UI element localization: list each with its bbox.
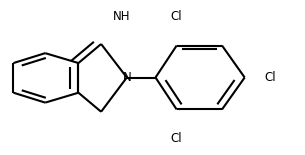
Text: Cl: Cl: [170, 10, 182, 23]
Text: Cl: Cl: [264, 71, 276, 84]
Text: N: N: [122, 71, 131, 84]
Text: NH: NH: [113, 10, 130, 23]
Text: Cl: Cl: [170, 132, 182, 145]
